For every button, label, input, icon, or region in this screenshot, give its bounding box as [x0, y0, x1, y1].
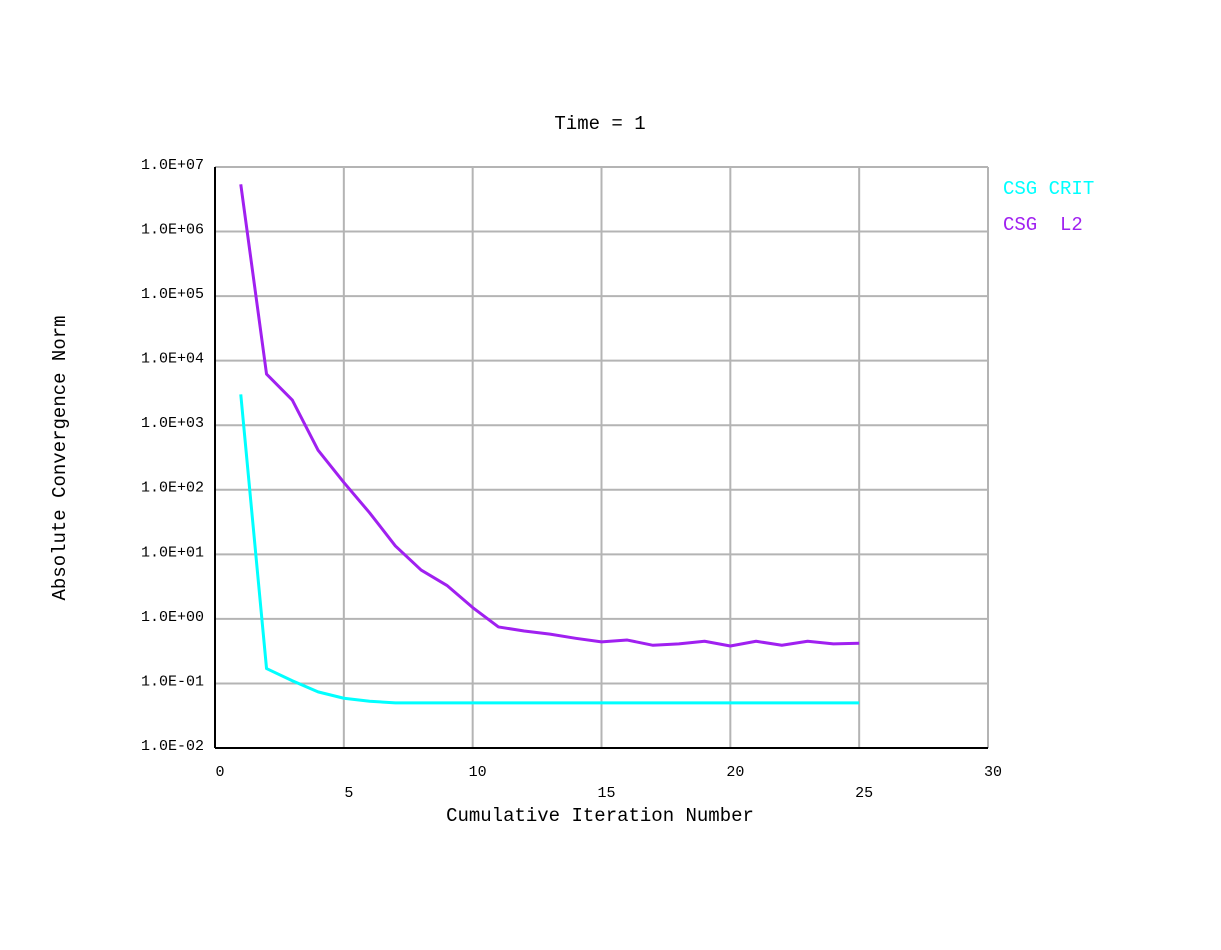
chart-title: Time = 1	[554, 113, 645, 135]
x-tick-label: 25	[855, 785, 873, 802]
x-tick-label: 5	[344, 785, 353, 802]
y-tick-label: 1.0E+05	[141, 286, 204, 303]
x-tick-label: 0	[215, 764, 224, 781]
y-axis-label: Absolute Convergence Norm	[49, 315, 71, 600]
line	[239, 184, 860, 648]
y-tick-label: 1.0E-02	[141, 738, 204, 755]
x-tick-label: 20	[726, 764, 744, 781]
y-tick-label: 1.0E+02	[141, 480, 204, 497]
x-tick-label: 10	[469, 764, 487, 781]
legend-entry: CSG L2	[1003, 214, 1083, 236]
y-tick-label: 1.0E-01	[141, 673, 204, 690]
y-tick-label: 1.0E+04	[141, 351, 204, 368]
x-tick-label: 15	[597, 785, 615, 802]
x-tick-label: 30	[984, 764, 1002, 781]
y-tick-label: 1.0E+00	[141, 609, 204, 626]
x-axis-label: Cumulative Iteration Number	[446, 805, 754, 827]
line	[239, 394, 860, 705]
y-tick-label: 1.0E+06	[141, 222, 204, 239]
y-tick-label: 1.0E+03	[141, 415, 204, 432]
y-tick-label: 1.0E+01	[141, 544, 204, 561]
legend-entry: CSG CRIT	[1003, 178, 1094, 200]
y-tick-label: 1.0E+07	[141, 157, 204, 174]
